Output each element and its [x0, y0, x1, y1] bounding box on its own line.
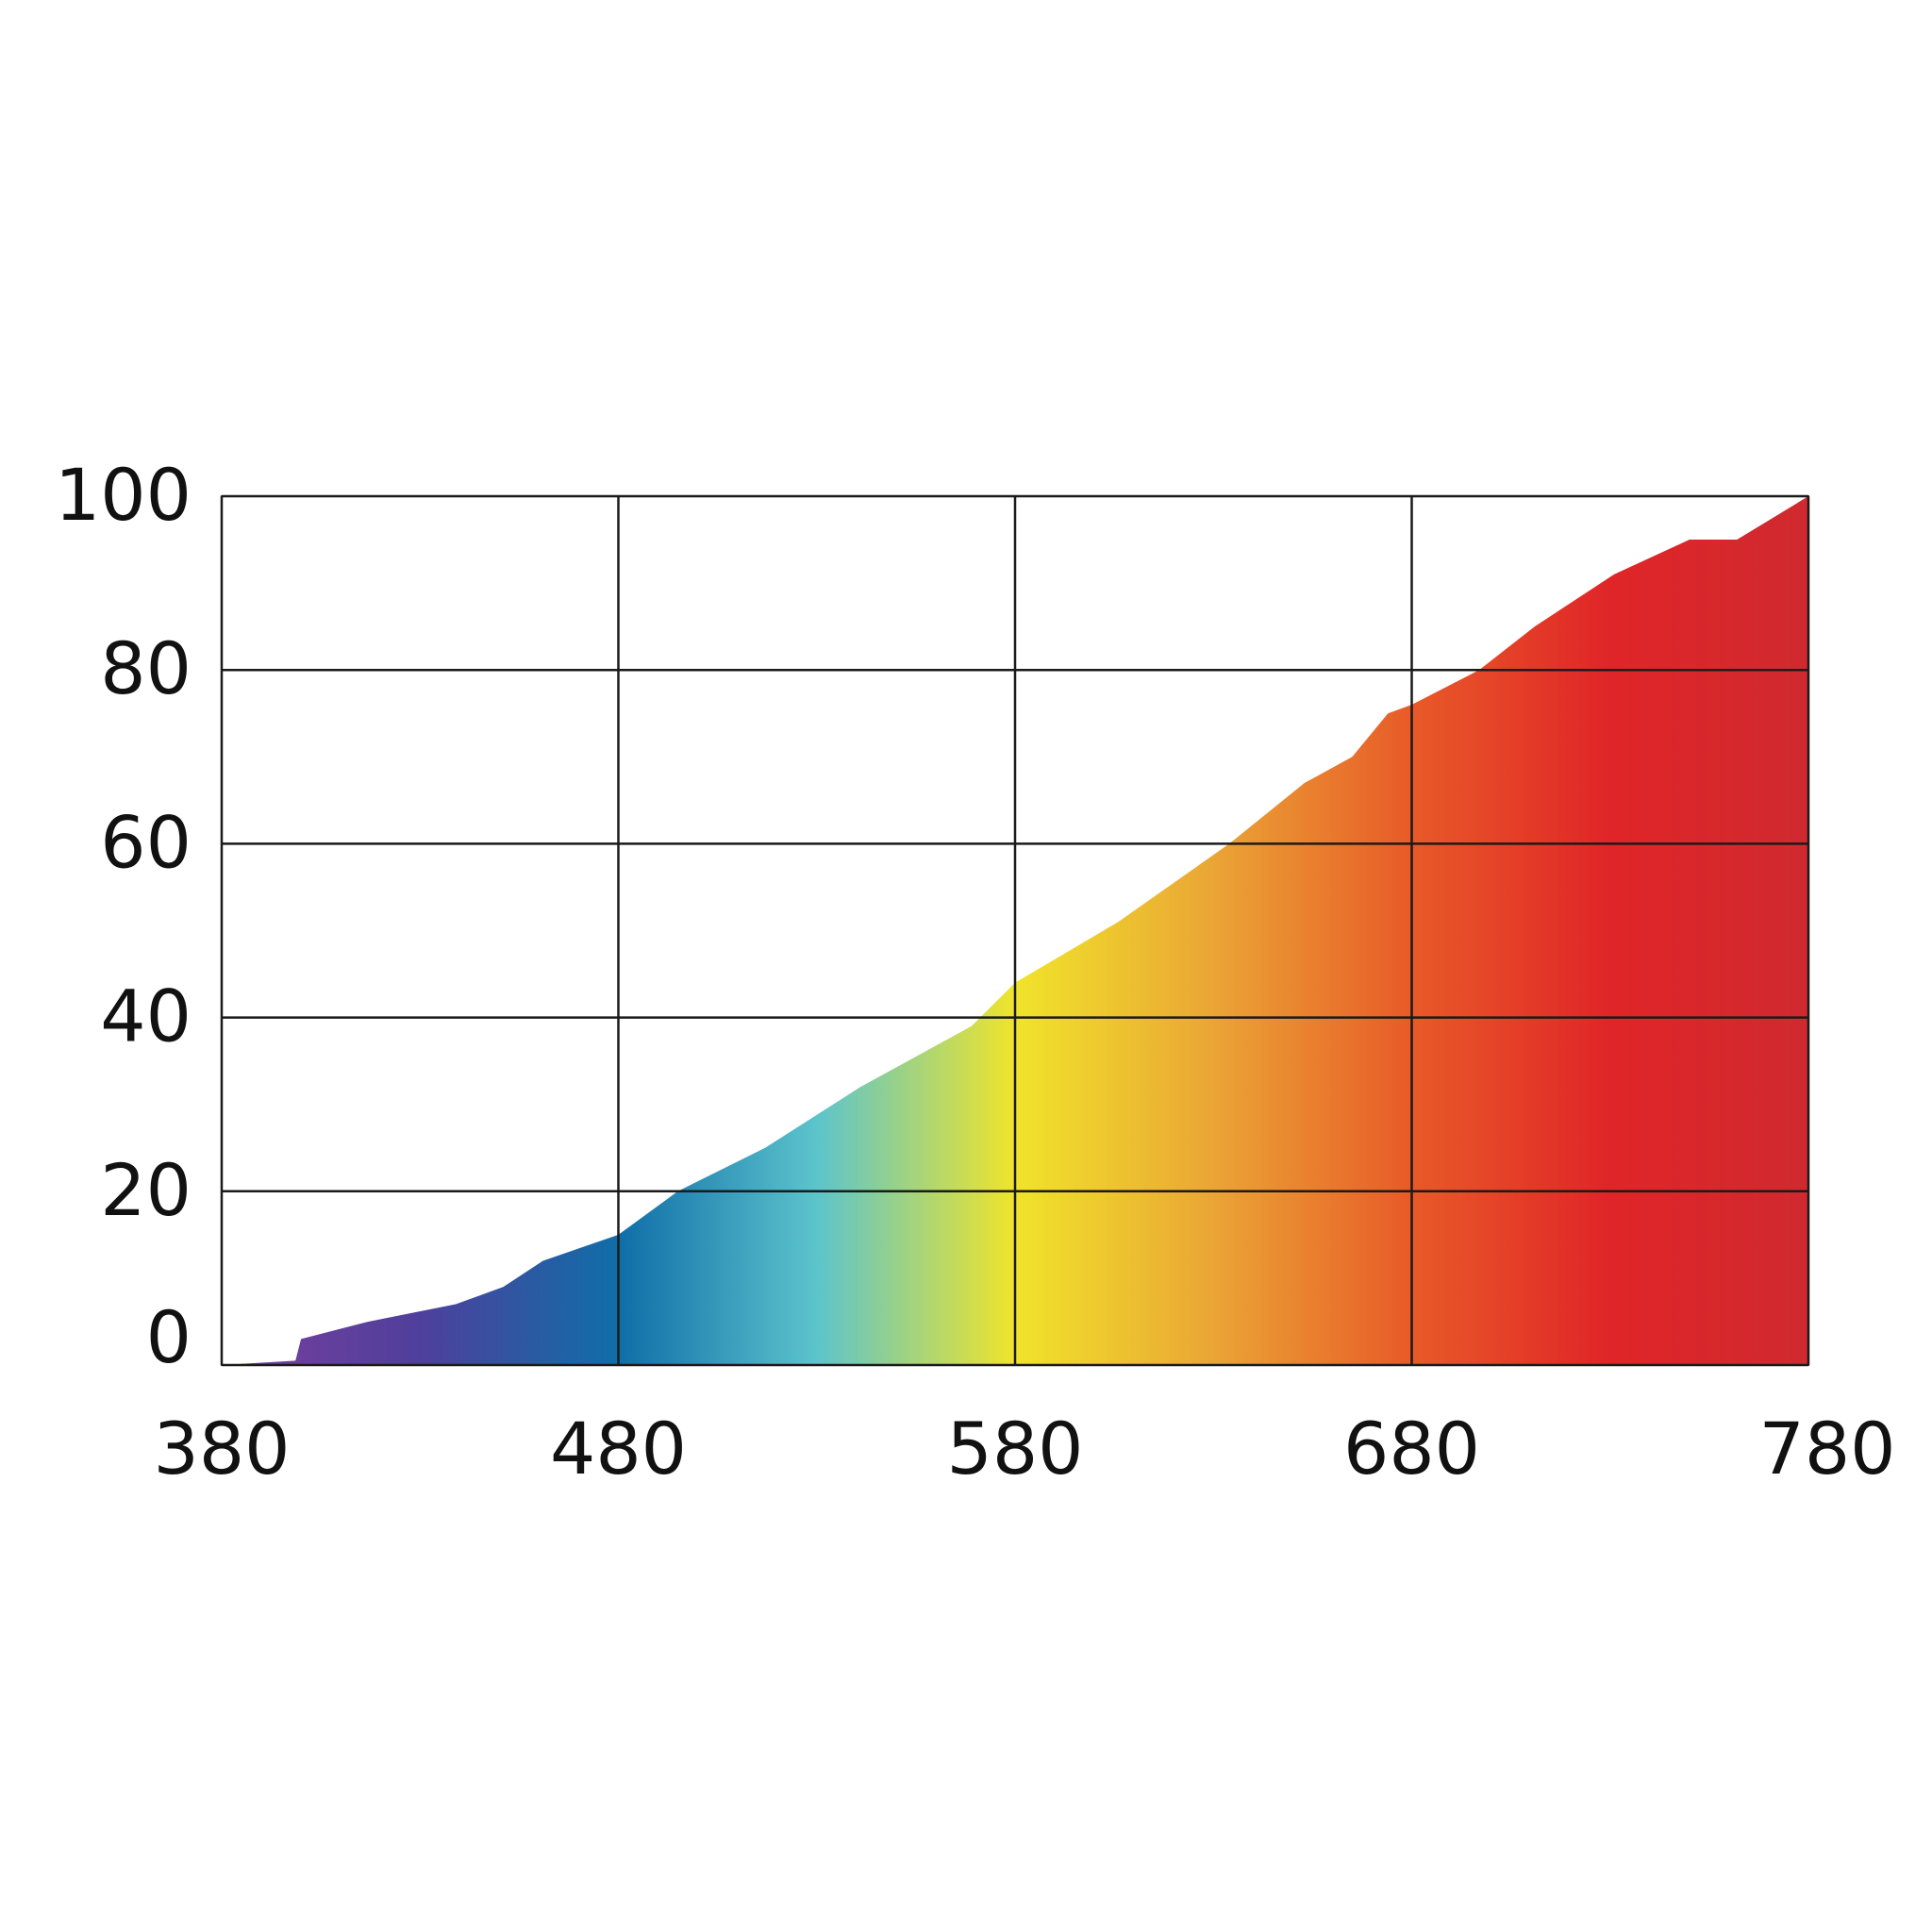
y-tick-label: 80: [100, 626, 192, 710]
x-tick-label: 480: [550, 1407, 687, 1491]
y-tick-label: 20: [100, 1148, 192, 1232]
x-tick-label: 780: [1758, 1407, 1895, 1491]
y-tick-label: 60: [100, 800, 192, 884]
x-tick-label: 680: [1343, 1407, 1480, 1491]
x-tick-label: 380: [153, 1407, 290, 1491]
y-tick-label: 0: [146, 1295, 192, 1379]
y-tick-label: 40: [100, 974, 192, 1058]
y-tick-label: 100: [55, 453, 192, 537]
x-tick-label: 580: [946, 1407, 1083, 1491]
